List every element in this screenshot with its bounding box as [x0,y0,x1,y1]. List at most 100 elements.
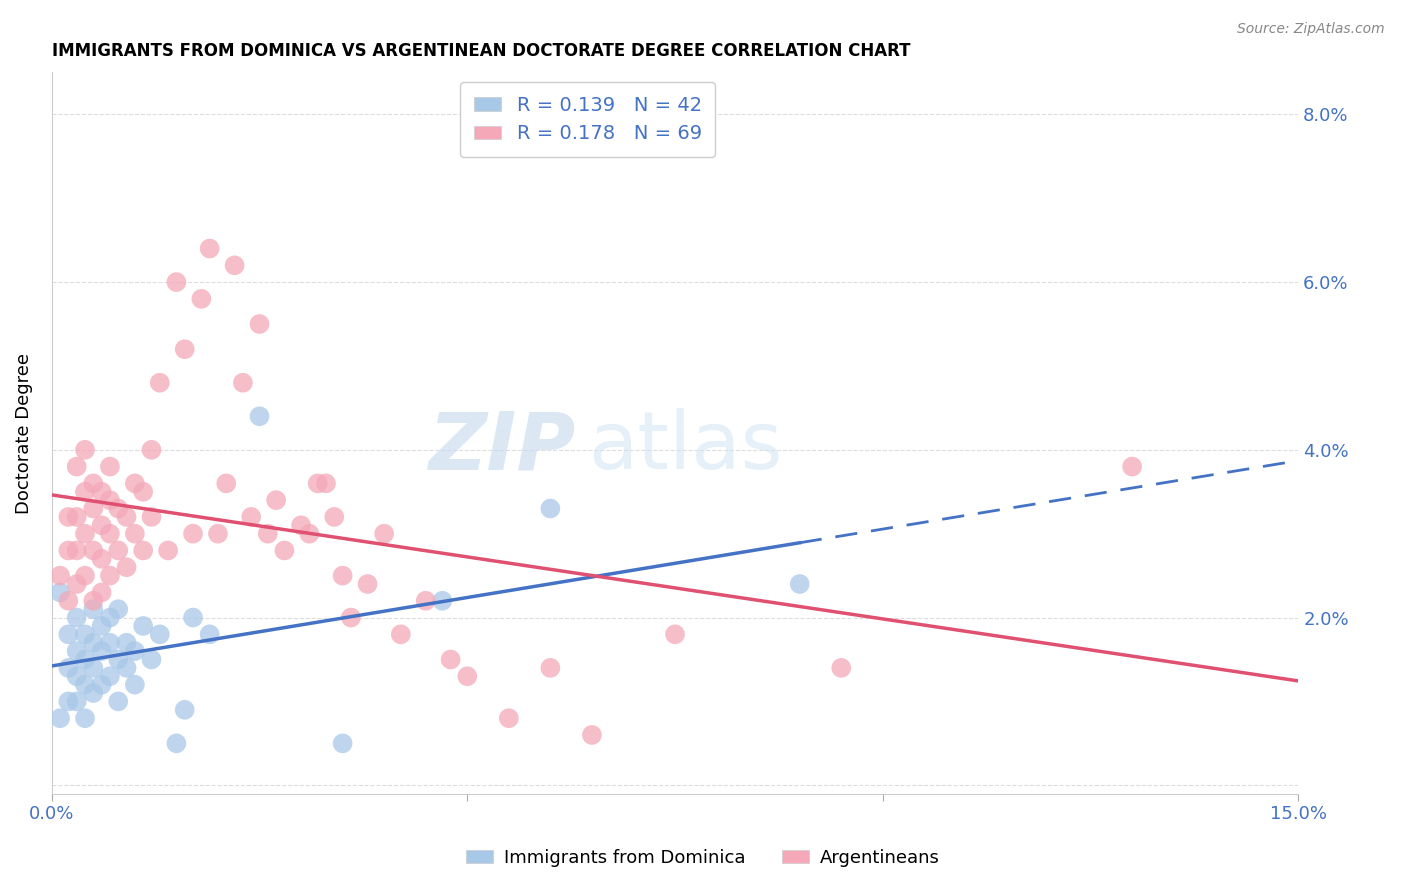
Point [107,652,129,666]
Point [115,560,138,574]
Point [90,518,112,533]
Point [82,602,104,616]
Point [249,409,271,424]
Point [115,636,138,650]
Point [298,526,321,541]
Point [141,652,163,666]
Point [66,669,89,683]
Point [73,652,96,666]
Point [90,484,112,499]
Point [198,242,221,256]
Point [664,627,686,641]
Point [264,493,287,508]
Point [157,543,180,558]
Point [173,703,195,717]
Y-axis label: Doctorate Degree: Doctorate Degree [15,352,32,514]
Point [98,610,121,624]
Point [332,736,354,750]
Point [115,510,138,524]
Point [181,610,204,624]
Point [190,292,212,306]
Point [538,661,561,675]
Point [232,376,254,390]
Point [432,594,454,608]
Point [415,594,437,608]
Point [73,442,96,457]
Point [73,568,96,582]
Point [73,711,96,725]
Point [789,577,811,591]
Point [73,627,96,641]
Point [315,476,337,491]
Point [107,501,129,516]
Point [107,602,129,616]
Point [173,342,195,356]
Point [90,585,112,599]
Point [90,552,112,566]
Point [107,543,129,558]
Point [132,619,155,633]
Point [82,501,104,516]
Legend: R = 0.139   N = 42, R = 0.178   N = 69: R = 0.139 N = 42, R = 0.178 N = 69 [460,82,716,157]
Point [132,543,155,558]
Point [538,501,561,516]
Point [273,543,295,558]
Point [440,652,463,666]
Point [307,476,329,491]
Text: IMMIGRANTS FROM DOMINICA VS ARGENTINEAN DOCTORATE DEGREE CORRELATION CHART: IMMIGRANTS FROM DOMINICA VS ARGENTINEAN … [52,42,910,60]
Point [332,568,354,582]
Point [49,711,72,725]
Point [98,669,121,683]
Point [323,510,346,524]
Point [82,661,104,675]
Point [49,585,72,599]
Point [58,510,80,524]
Point [98,636,121,650]
Point [165,736,187,750]
Point [256,526,278,541]
Point [389,627,412,641]
Point [141,442,163,457]
Point [132,484,155,499]
Point [165,275,187,289]
Point [581,728,603,742]
Point [124,678,146,692]
Point [66,543,89,558]
Point [90,644,112,658]
Point [66,510,89,524]
Point [98,493,121,508]
Point [90,619,112,633]
Point [58,543,80,558]
Text: ZIP: ZIP [427,409,575,486]
Point [90,678,112,692]
Point [58,661,80,675]
Point [149,627,172,641]
Point [66,459,89,474]
Point [66,694,89,708]
Point [82,686,104,700]
Point [107,694,129,708]
Point [124,526,146,541]
Legend: Immigrants from Dominica, Argentineans: Immigrants from Dominica, Argentineans [460,842,946,874]
Point [58,627,80,641]
Point [82,543,104,558]
Point [73,484,96,499]
Point [82,476,104,491]
Point [207,526,229,541]
Point [340,610,363,624]
Point [98,568,121,582]
Text: atlas: atlas [588,409,782,486]
Point [198,627,221,641]
Point [290,518,312,533]
Point [73,526,96,541]
Point [456,669,478,683]
Point [249,317,271,331]
Point [98,459,121,474]
Point [73,678,96,692]
Point [141,510,163,524]
Point [66,644,89,658]
Point [356,577,378,591]
Point [149,376,172,390]
Point [498,711,520,725]
Point [215,476,238,491]
